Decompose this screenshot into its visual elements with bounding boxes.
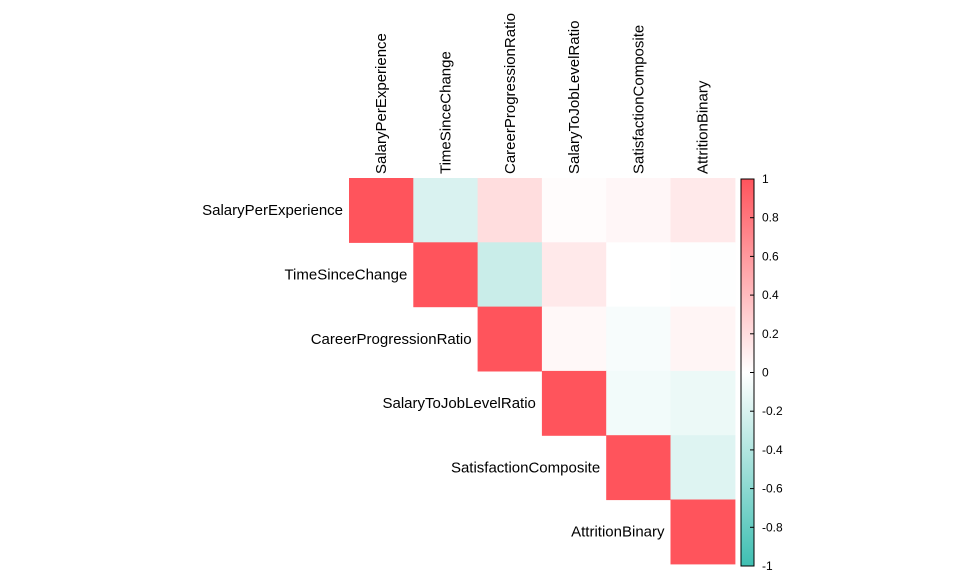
heatmap-cell: [606, 435, 672, 501]
heatmap-cell: [541, 242, 607, 308]
heatmap-cell: [670, 178, 736, 243]
colorbar-tick-label: 0.6: [762, 249, 779, 263]
heatmap-cell: [670, 242, 736, 308]
heatmap-cell: [606, 178, 672, 243]
heatmap-cell: [477, 178, 543, 243]
heatmap-cell: [670, 370, 736, 436]
heatmap-cell: [477, 306, 543, 372]
colorbar-tick-label: 1: [762, 172, 769, 186]
heatmap-cell: [670, 499, 736, 565]
row-label: SalaryPerExperience: [202, 202, 343, 219]
column-label: TimeSinceChange: [437, 51, 454, 174]
row-label: AttritionBinary: [571, 524, 665, 541]
heatmap-cell: [670, 435, 736, 501]
column-label: SalaryPerExperience: [373, 33, 390, 174]
row-label: TimeSinceChange: [284, 266, 407, 283]
row-label: SalaryToJobLevelRatio: [382, 395, 535, 412]
column-labels: SalaryPerExperience TimeSinceChange Career…: [373, 13, 712, 174]
column-label: SalaryToJobLevelRatio: [566, 21, 583, 174]
colorbar-tick-label: -0.4: [762, 443, 783, 457]
heatmap-cell: [477, 242, 543, 308]
heatmap-cell: [541, 306, 607, 372]
column-label: CareerProgressionRatio: [502, 13, 519, 174]
heatmap-cells: [349, 178, 736, 565]
colorbar-tick-label: -1: [762, 559, 773, 573]
heatmap-cell: [413, 178, 479, 243]
heatmap-cell: [606, 306, 672, 372]
colorbar-tick-label: 0.8: [762, 211, 779, 225]
heatmap-cell: [670, 306, 736, 372]
heatmap-cell: [541, 178, 607, 243]
colorbar-tick-label: 0.4: [762, 288, 779, 302]
colorbar-tick-label: -0.8: [762, 520, 783, 534]
column-label: AttritionBinary: [695, 80, 712, 174]
heatmap-cell: [349, 178, 414, 243]
colorbar-tick-label: -0.2: [762, 404, 783, 418]
colorbar-tick-label: 0.2: [762, 327, 779, 341]
colorbar: 1 0.8 0.6 0.4 0.2 0 -0.2 -0.4 -0.6 -0.8 -1: [740, 172, 783, 573]
colorbar-tick-label: -0.6: [762, 482, 783, 496]
heatmap-cell: [606, 370, 672, 436]
row-label: CareerProgressionRatio: [311, 331, 472, 348]
heatmap-cell: [413, 242, 479, 308]
column-label: SatisfactionComposite: [630, 25, 647, 174]
row-label: SatisfactionComposite: [451, 459, 600, 476]
heatmap-cell: [606, 242, 672, 308]
row-labels: SalaryPerExperience TimeSinceChange Career…: [202, 202, 665, 541]
heatmap-cell: [541, 370, 607, 436]
colorbar-tick-label: 0: [762, 366, 769, 380]
